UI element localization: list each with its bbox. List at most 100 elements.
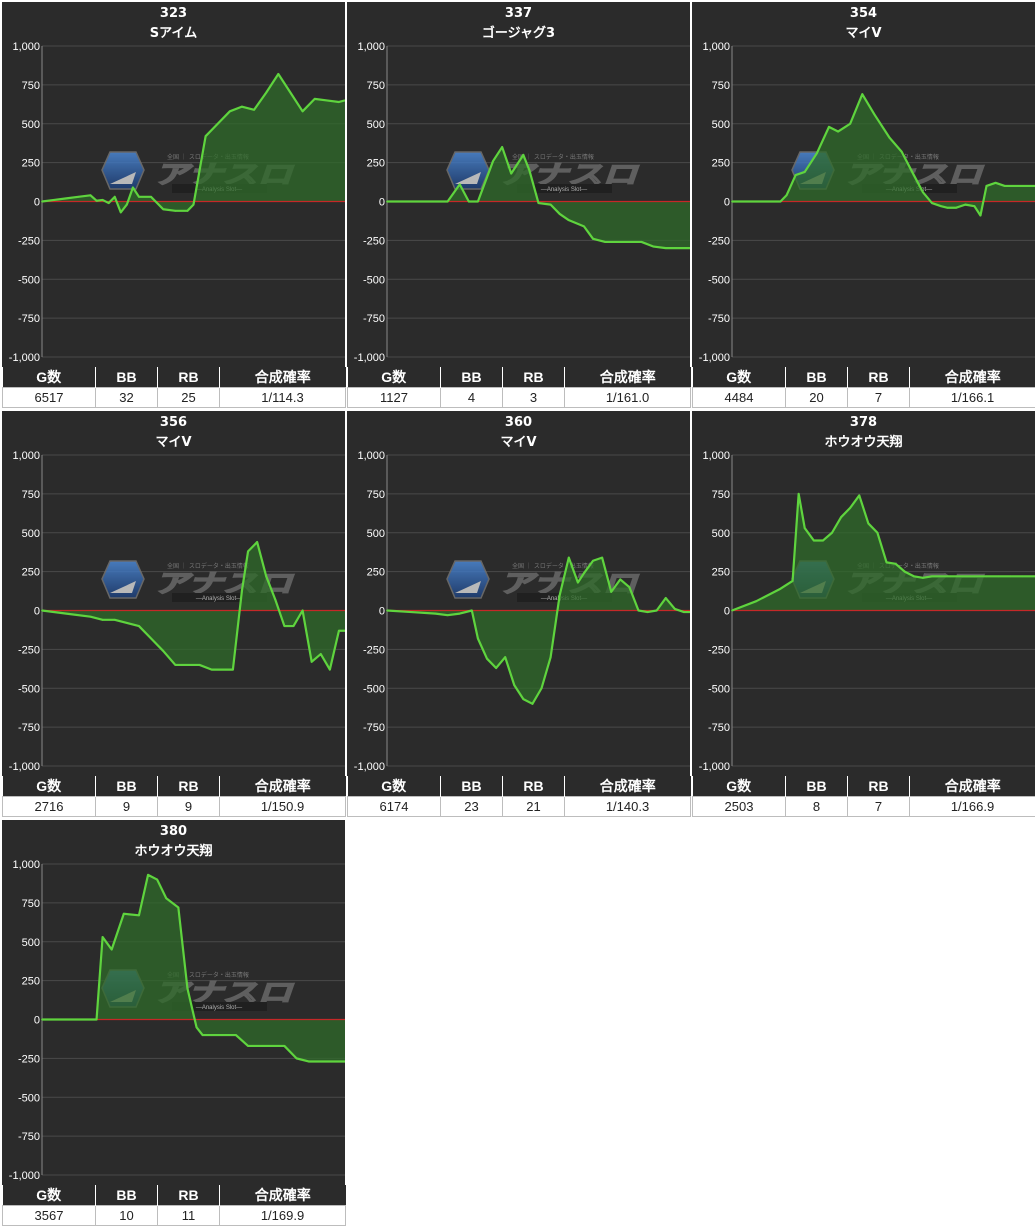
stats-table: G数 BB RB 合成確率 2716 9 9 1/150.9 — [2, 776, 346, 817]
data-point — [885, 561, 888, 564]
y-tick-label: -750 — [363, 313, 385, 325]
machine-name: ホウオウ天翔 — [134, 844, 213, 859]
data-point — [510, 172, 513, 175]
data-point — [949, 575, 952, 578]
col-bb-header: BB — [440, 776, 503, 797]
y-tick-label: -1,000 — [354, 761, 385, 773]
col-games-header: G数 — [347, 367, 441, 388]
data-point — [921, 576, 924, 579]
y-tick-label: -500 — [363, 274, 385, 286]
data-point — [903, 570, 906, 573]
col-games-header: G数 — [2, 367, 96, 388]
data-point — [138, 914, 140, 917]
stats-table: G数 BB RB 合成確率 6174 23 21 1/140.3 — [347, 776, 691, 817]
rb-value: 7 — [847, 387, 910, 408]
y-tick-label: 500 — [712, 528, 730, 540]
machine-name: Sアイム — [149, 26, 198, 41]
y-tick-label: -250 — [708, 644, 730, 656]
bb-value: 23 — [440, 796, 503, 817]
data-point — [277, 73, 280, 75]
data-point — [912, 174, 915, 176]
col-rb-header: RB — [157, 776, 220, 797]
data-point — [731, 200, 733, 203]
watermark-sub-bg — [172, 593, 267, 602]
col-prob-header: 合成確率 — [564, 776, 691, 797]
data-point — [301, 609, 304, 612]
prob-value: 1/169.9 — [219, 1205, 346, 1226]
y-tick-label: 1,000 — [357, 450, 385, 462]
data-point — [295, 1057, 298, 1060]
watermark-sub-bg — [517, 184, 612, 193]
logo-hexagon-icon — [446, 560, 490, 599]
logo-hexagon-icon — [446, 151, 490, 190]
machine-name: マイV — [845, 26, 882, 41]
y-tick-label: -750 — [18, 313, 40, 325]
data-point — [283, 1045, 286, 1047]
data-point — [147, 873, 149, 876]
stats-header-row: G数 BB RB 合成確率 — [347, 367, 691, 388]
machine-name: マイV — [500, 435, 537, 450]
data-point — [165, 897, 168, 900]
data-point — [940, 575, 942, 578]
y-tick-label: 250 — [367, 567, 385, 579]
data-point — [888, 136, 891, 139]
data-point — [101, 936, 104, 938]
rb-value: 9 — [157, 796, 220, 817]
data-point — [274, 598, 277, 601]
prob-value: 1/166.9 — [909, 796, 1035, 817]
data-point — [583, 225, 585, 228]
data-point — [628, 586, 631, 589]
machine-number: 354 — [849, 6, 878, 21]
area-fill — [387, 557, 690, 704]
data-point — [386, 609, 388, 612]
data-point — [328, 668, 331, 671]
y-tick-label: 1,000 — [702, 450, 730, 462]
y-tick-label: 250 — [22, 976, 40, 988]
data-point — [95, 1018, 98, 1021]
data-point — [201, 1034, 204, 1036]
data-point — [1015, 185, 1018, 187]
col-prob-header: 合成確率 — [219, 1185, 346, 1206]
data-point — [253, 108, 256, 111]
data-point — [319, 653, 322, 655]
games-value: 3567 — [2, 1205, 96, 1226]
rb-value: 25 — [157, 387, 220, 408]
data-point — [313, 97, 316, 100]
col-rb-header: RB — [157, 1185, 220, 1206]
watermark-sub: ―Analysis Slot― — [196, 1005, 242, 1011]
y-tick-label: 0 — [379, 606, 385, 618]
data-point — [492, 160, 494, 162]
data-point — [513, 684, 516, 687]
y-tick-label: 0 — [34, 606, 40, 618]
y-tick-label: 250 — [712, 567, 730, 579]
data-point — [1003, 185, 1006, 187]
data-point — [812, 539, 815, 542]
y-tick-label: -250 — [18, 644, 40, 656]
data-point — [994, 181, 997, 184]
machine-name: ゴージャグ3 — [481, 26, 556, 41]
y-tick-label: 750 — [367, 80, 385, 92]
data-point — [344, 1060, 345, 1063]
data-point — [192, 203, 195, 206]
data-point — [840, 516, 842, 519]
y-tick-label: -1,000 — [354, 352, 385, 364]
data-point — [89, 194, 92, 197]
data-point — [231, 668, 234, 671]
watermark-tagline: 全国 ｜ スロデータ・出玉情報 — [512, 562, 594, 570]
col-games-header: G数 — [692, 776, 786, 797]
col-bb-header: BB — [95, 367, 158, 388]
data-point — [53, 199, 56, 201]
data-point — [849, 506, 852, 509]
data-point — [386, 200, 388, 203]
area-fill — [732, 493, 1035, 611]
y-tick-label: 750 — [712, 80, 730, 92]
data-point — [204, 135, 207, 138]
data-point — [997, 575, 1000, 578]
data-point — [186, 987, 189, 990]
data-point — [186, 664, 189, 666]
data-point — [477, 637, 479, 640]
